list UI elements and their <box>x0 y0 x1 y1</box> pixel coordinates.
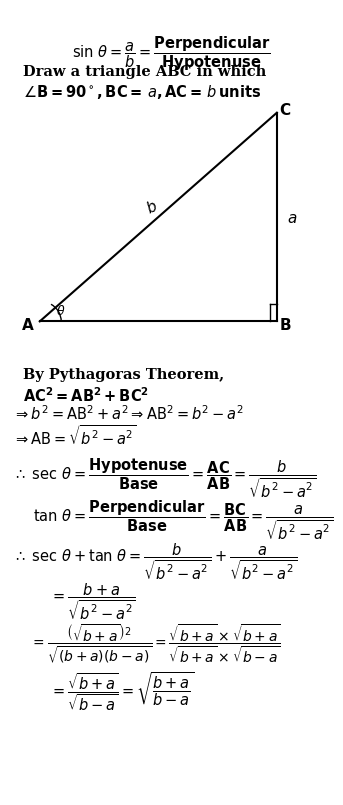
Text: $\Rightarrow \mathrm{AB} = \sqrt{b^2 - a^2}$: $\Rightarrow \mathrm{AB} = \sqrt{b^2 - a… <box>13 424 137 448</box>
Text: $= \dfrac{\sqrt{b+a}}{\sqrt{b-a}} = \sqrt{\dfrac{b+a}{b-a}}$: $= \dfrac{\sqrt{b+a}}{\sqrt{b-a}} = \sqr… <box>50 671 194 713</box>
Text: C: C <box>280 103 291 118</box>
Text: $\therefore\;\sec\,\theta + \tan\,\theta = \dfrac{b}{\sqrt{b^2 - a^2}} + \dfrac{: $\therefore\;\sec\,\theta + \tan\,\theta… <box>13 542 298 582</box>
Text: A: A <box>22 318 34 332</box>
Text: $\Rightarrow b^2 = \mathrm{AB}^2 + a^2 \Rightarrow \mathrm{AB}^2 = b^2 - a^2$: $\Rightarrow b^2 = \mathrm{AB}^2 + a^2 \… <box>13 404 244 423</box>
Text: $b$: $b$ <box>143 198 160 217</box>
Text: $a$: $a$ <box>286 211 297 226</box>
Text: Draw a triangle ABC in which: Draw a triangle ABC in which <box>23 64 267 79</box>
Text: $\mathbf{AC^2 = AB^2 + BC^2}$: $\mathbf{AC^2 = AB^2 + BC^2}$ <box>23 386 149 405</box>
Text: By Pythagoras Theorem,: By Pythagoras Theorem, <box>23 368 224 382</box>
Text: $= \dfrac{\left(\sqrt{b+a}\right)^2}{\sqrt{(b+a)(b-a)}} = \dfrac{\sqrt{b+a} \tim: $= \dfrac{\left(\sqrt{b+a}\right)^2}{\sq… <box>30 623 280 665</box>
Text: B: B <box>279 318 291 332</box>
Text: $\tan\,\theta = \dfrac{\mathbf{Perpendicular}}{\mathbf{Base}} = \dfrac{\mathbf{B: $\tan\,\theta = \dfrac{\mathbf{Perpendic… <box>33 499 334 543</box>
Text: $\angle\mathbf{B = 90^\circ, BC =}\, a\mathbf{, AC =}\, b\,\mathbf{units}$: $\angle\mathbf{B = 90^\circ, BC =}\, a\m… <box>23 84 262 101</box>
Text: $\theta$: $\theta$ <box>57 304 66 318</box>
Text: $\sin\,\theta = \dfrac{a}{b} = \dfrac{\mathbf{Perpendicular}}{\mathbf{Hypotenuse: $\sin\,\theta = \dfrac{a}{b} = \dfrac{\m… <box>72 35 271 73</box>
Text: $\therefore\;\sec\,\theta = \dfrac{\mathbf{Hypotenuse}}{\mathbf{Base}} = \dfrac{: $\therefore\;\sec\,\theta = \dfrac{\math… <box>13 456 317 500</box>
Text: $= \dfrac{b + a}{\sqrt{b^2 - a^2}}$: $= \dfrac{b + a}{\sqrt{b^2 - a^2}}$ <box>50 582 135 622</box>
